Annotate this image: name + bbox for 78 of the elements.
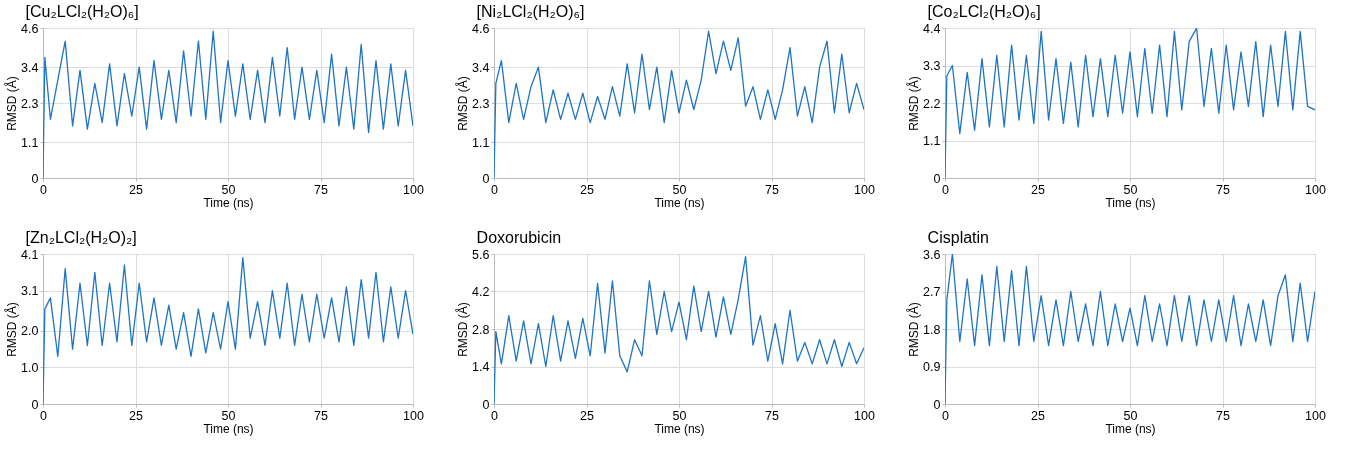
x-axis-title: Time (ns) [654,196,705,210]
y-tick-label: 1.8 [923,322,941,337]
y-tick-label: 2.0 [21,324,39,339]
y-tick-label: 0 [31,171,39,186]
y-axis-title: RMSD (Å) [455,302,471,357]
y-tick-label: 0 [482,171,490,186]
y-tick-label: 0 [31,397,39,412]
x-tick-label: 50 [1123,182,1138,197]
chart-title: [Zn₂LCl₂(H₂O)₂] [25,229,137,246]
y-tick-label: 4.6 [21,21,39,36]
x-axis-title: Time (ns) [203,196,254,210]
x-tick-label: 25 [129,408,143,423]
y-tick-label: 0 [482,397,490,412]
y-tick-label: 1.1 [21,135,39,150]
x-tick-label: 75 [1216,408,1230,423]
y-tick-label: 3.1 [21,284,39,299]
x-tick-label: 100 [854,408,875,423]
y-axis-title: RMSD (Å) [906,302,922,357]
line-series [945,28,1315,178]
line-series [945,254,1315,404]
y-axis-title: RMSD (Å) [906,76,922,131]
y-tick-label: 5.6 [472,247,490,262]
y-tick-label: 4.4 [923,21,941,36]
y-tick-label: 2.2 [923,96,941,111]
x-tick-label: 75 [314,408,328,423]
x-tick-label: 100 [403,408,424,423]
x-tick-label: 25 [580,408,594,423]
y-tick-label: 2.3 [21,96,39,111]
y-tick-label: 3.4 [21,60,39,75]
x-tick-label: 50 [672,408,687,423]
x-tick-label: 75 [314,182,328,197]
x-axis-title: Time (ns) [1105,422,1156,436]
x-tick-label: 25 [1031,182,1045,197]
x-tick-label: 25 [1031,408,1045,423]
y-tick-label: 3.4 [472,60,490,75]
x-axis-title: Time (ns) [1105,196,1156,210]
line-series [494,30,864,178]
x-tick-label: 25 [129,182,143,197]
line-series [494,256,864,404]
y-tick-label: 2.8 [472,322,490,337]
line-series [43,257,413,404]
y-tick-label: 1.4 [472,360,490,374]
line-series [43,30,413,178]
x-tick-label: 50 [1123,408,1138,423]
y-axis-title: RMSD (Å) [455,76,471,131]
chart-title: Doxorubicin [476,229,562,246]
y-tick-label: 0 [933,397,941,412]
x-tick-label: 50 [672,182,687,197]
y-tick-label: 1.1 [923,134,941,148]
x-tick-label: 100 [1305,182,1326,197]
x-axis-title: Time (ns) [203,422,254,436]
chart-title: Cisplatin [927,229,989,246]
y-tick-label: 2.7 [923,285,941,299]
y-tick-label: 0.9 [923,360,941,374]
y-tick-label: 1.1 [472,135,490,150]
x-tick-label: 100 [403,182,424,197]
x-axis-title: Time (ns) [654,422,705,436]
x-tick-label: 75 [1216,182,1230,197]
y-tick-label: 2.3 [472,96,490,111]
x-tick-label: 50 [221,182,236,197]
x-tick-label: 50 [221,408,236,423]
y-axis-title: RMSD (Å) [4,302,20,357]
chart-title: [Co₂LCl₂(H₂O)₆] [927,3,1041,20]
y-tick-label: 1.0 [21,360,39,375]
y-tick-label: 4.2 [472,285,490,299]
y-axis-title: RMSD (Å) [4,76,20,131]
chart-title: [Cu₂LCl₂(H₂O)₆] [25,3,139,20]
x-tick-label: 75 [765,408,779,423]
y-tick-label: 0 [933,171,941,186]
x-tick-label: 100 [854,182,875,197]
x-tick-label: 100 [1305,408,1326,423]
x-tick-label: 25 [580,182,594,197]
chart-title: [Ni₂LCl₂(H₂O)₆] [476,3,585,20]
y-tick-label: 3.6 [923,247,941,262]
y-tick-label: 4.1 [21,247,39,262]
y-tick-label: 4.6 [472,21,490,36]
y-tick-label: 3.3 [923,59,941,73]
x-tick-label: 75 [765,182,779,197]
